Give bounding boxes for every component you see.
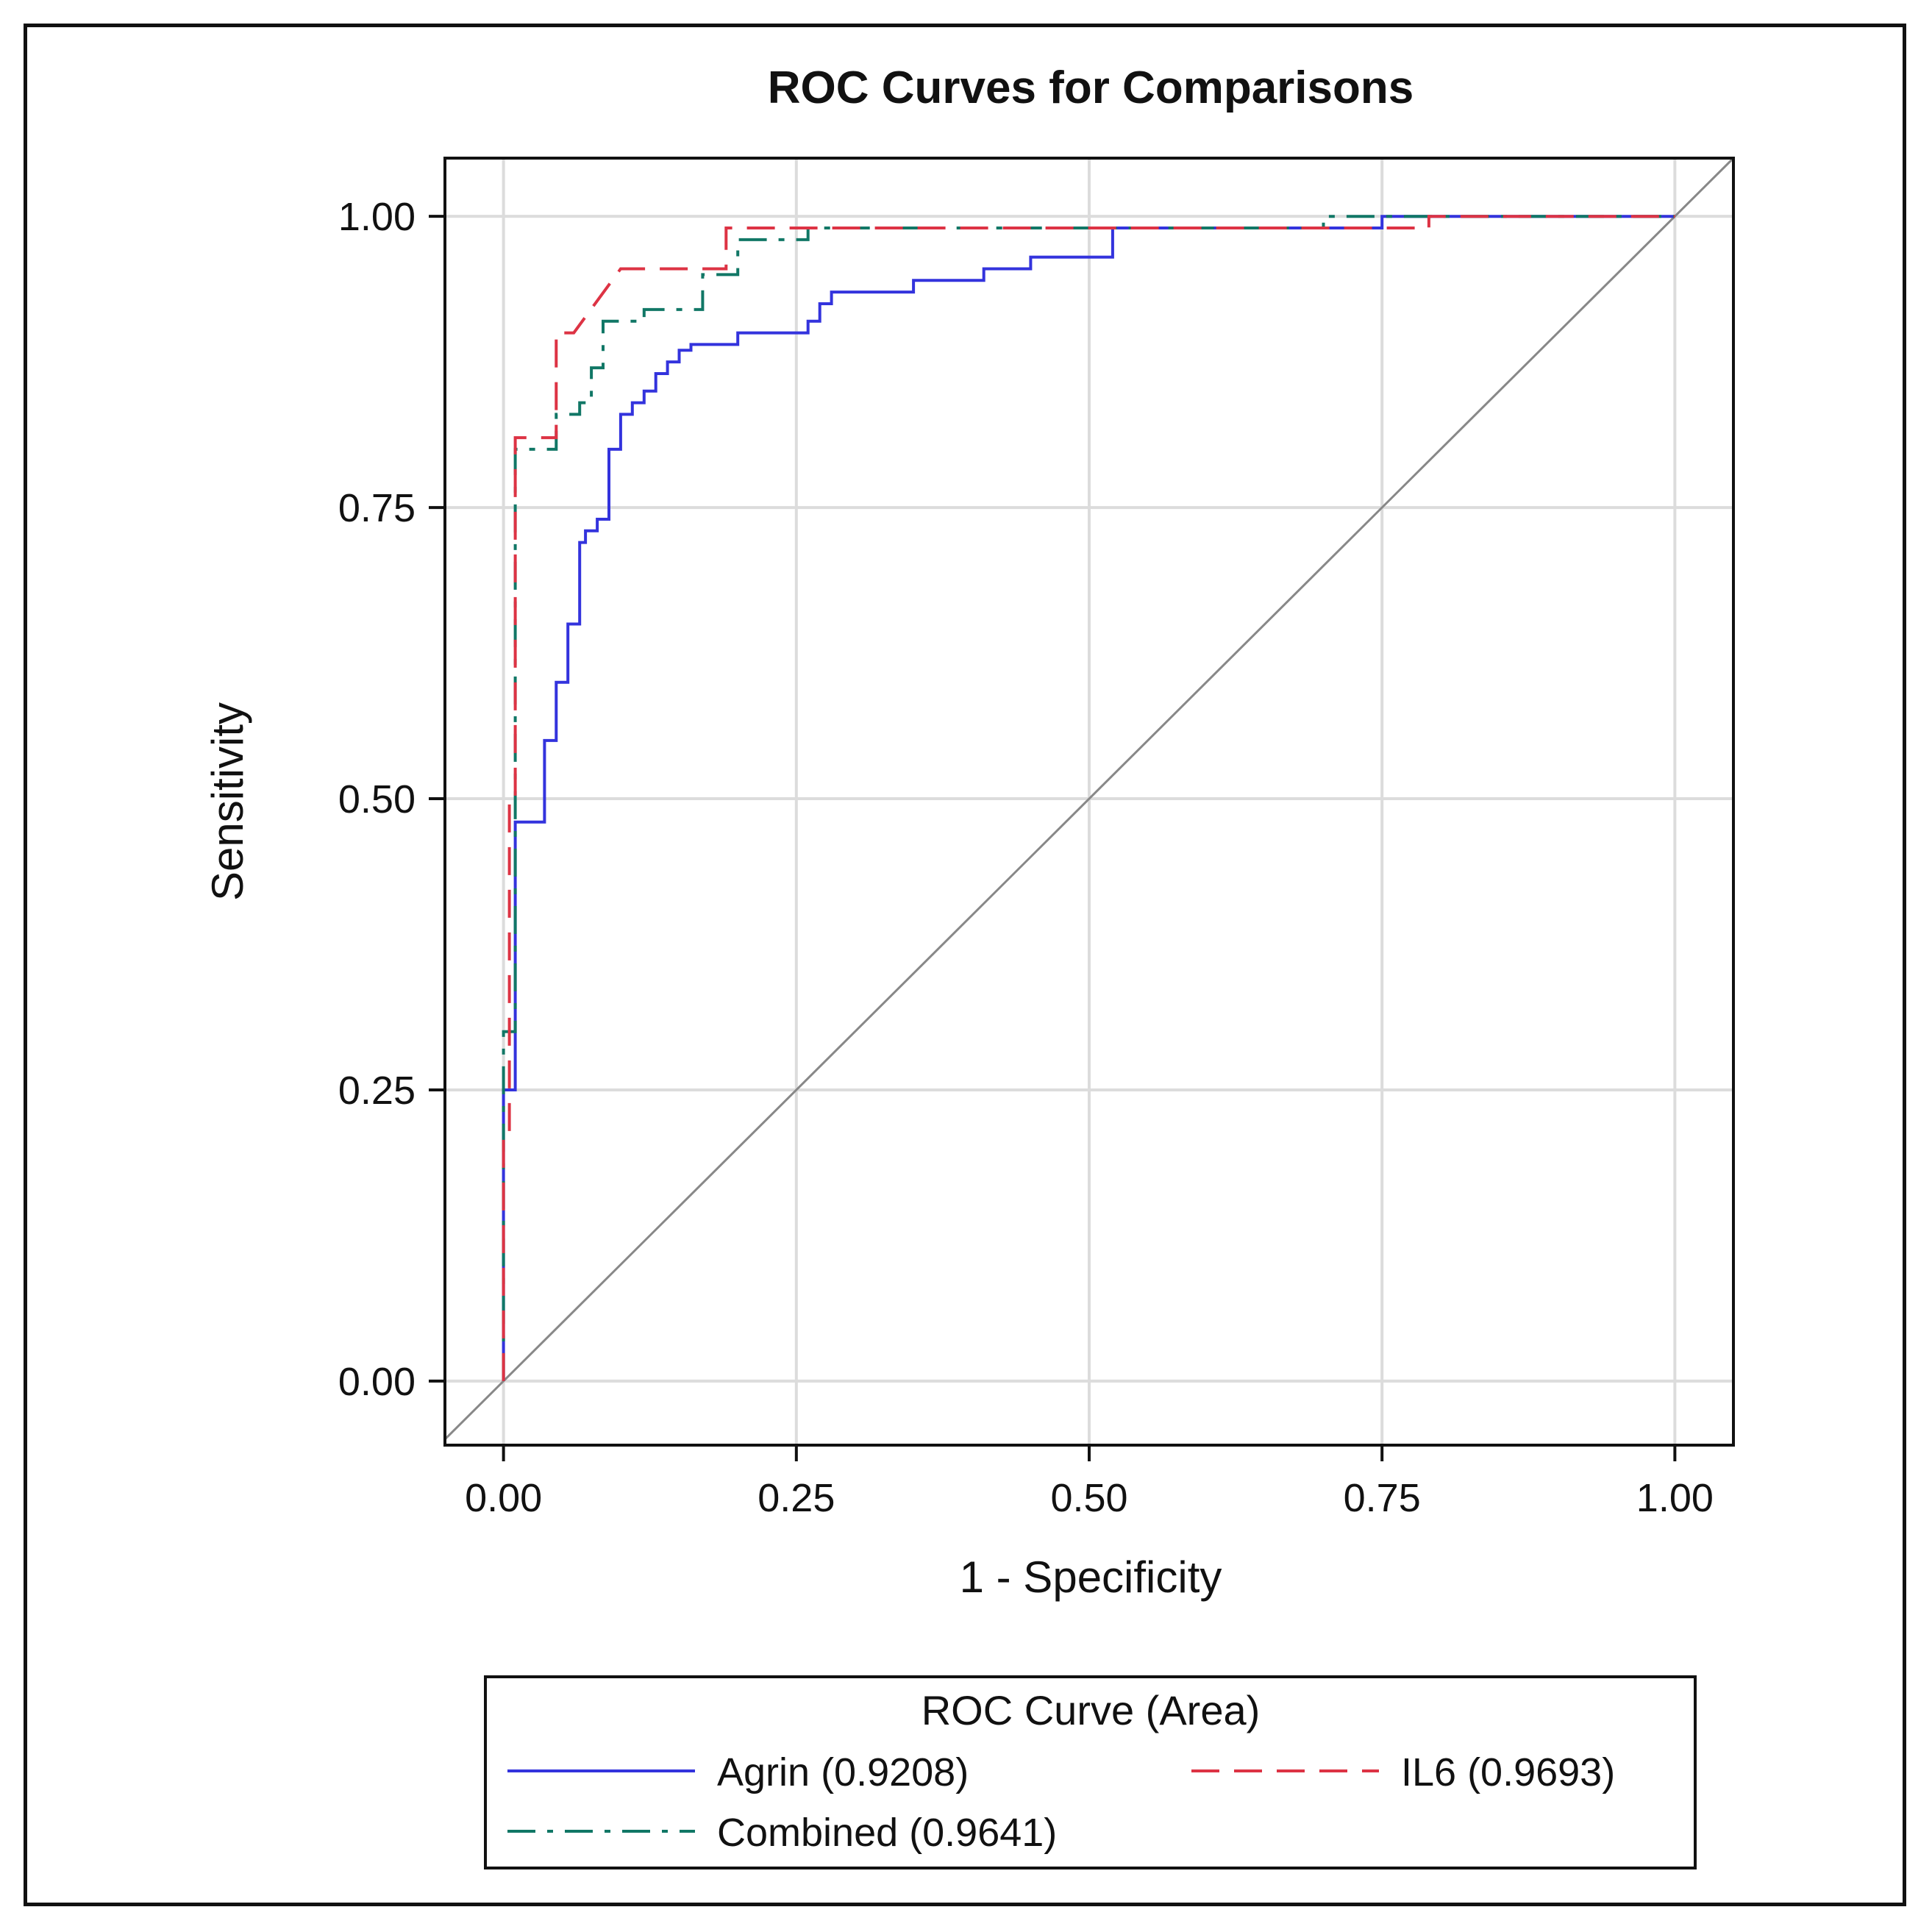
legend-label-agrin: Agrin (0.9208) [717, 1750, 969, 1794]
legend-label-il6: IL6 (0.9693) [1401, 1750, 1615, 1794]
diagonal-line [443, 157, 1735, 1441]
y-tick-label-4: 1.00 [338, 195, 416, 239]
series-line-agrin [502, 215, 1675, 1381]
x-tick-label-4: 1.00 [1636, 1476, 1714, 1520]
y-tick-label-1: 0.25 [338, 1069, 416, 1113]
x-tick-label-3: 0.75 [1344, 1476, 1421, 1520]
series-line-il6 [502, 215, 1675, 1381]
legend-title: ROC Curve (Area) [922, 1687, 1261, 1733]
y-tick-label-3: 0.75 [338, 486, 416, 530]
axis-ticks: 0.00 0.25 0.50 0.75 1.00 0.00 0.25 0.50 0.75 1.00 [338, 195, 1714, 1520]
y-tick-label-2: 0.50 [338, 777, 416, 821]
x-tick-label-0: 0.00 [465, 1476, 542, 1520]
x-tick-label-2: 0.50 [1050, 1476, 1127, 1520]
reference-diagonal [443, 157, 1735, 1441]
legend-label-combined: Combined (0.9641) [717, 1811, 1057, 1855]
y-tick-label-0: 0.00 [338, 1360, 416, 1404]
x-tick-label-1: 0.25 [758, 1476, 835, 1520]
chart-title: ROC Curves for Comparisons [768, 63, 1414, 113]
series-line-combined [502, 215, 1675, 1381]
legend: ROC Curve (Area) Agrin (0.9208) IL6 (0.96… [484, 1675, 1697, 1869]
x-axis-label: 1 - Specificity [960, 1553, 1222, 1602]
roc-series [502, 215, 1675, 1381]
figure-frame [24, 24, 1906, 1906]
y-axis-label: Sensitivity [203, 702, 252, 901]
